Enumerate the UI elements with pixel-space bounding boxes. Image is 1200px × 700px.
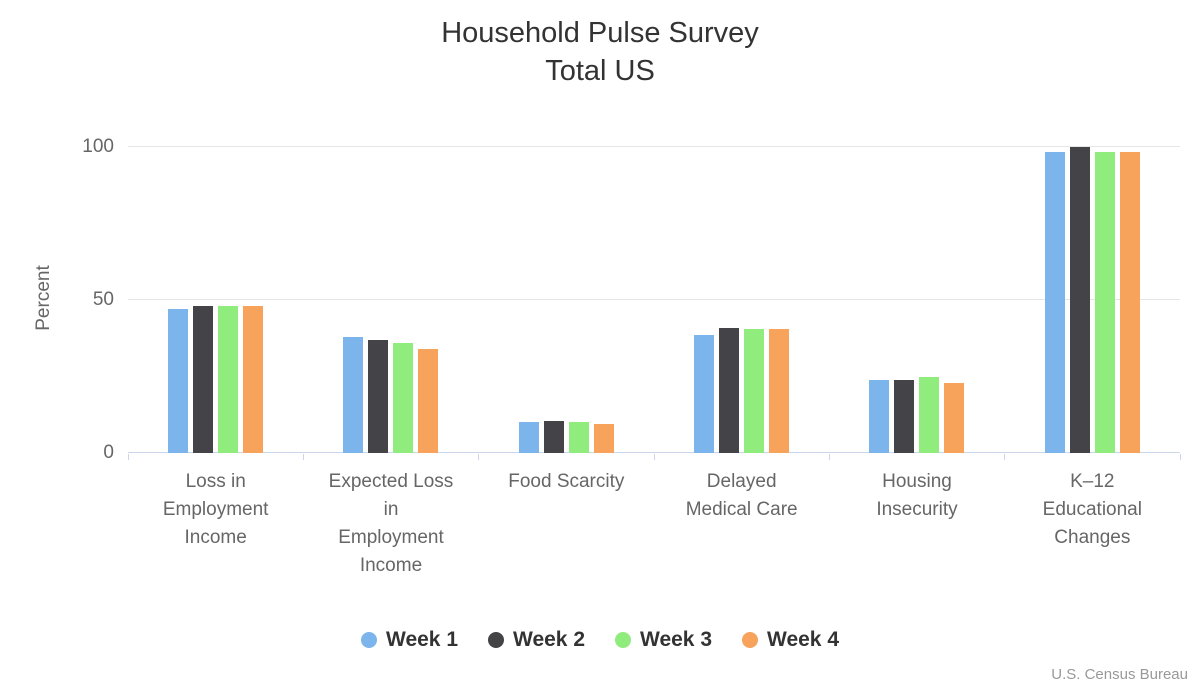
x-label-loss-in-employment-income: Loss in Employment Income — [162, 471, 269, 548]
bar-week-3-expected-loss-in-employment-income[interactable] — [393, 342, 414, 453]
legend: Week 1 Week 2 Week 3 Week 4 — [0, 622, 1200, 658]
bar-week-4-k-12-educational-changes[interactable] — [1119, 151, 1140, 453]
legend-marker-week-3 — [615, 632, 631, 648]
bar-week-1-food-scarcity[interactable] — [518, 422, 539, 453]
plot-area: 0 50 100 — [82, 136, 1181, 463]
legend-item-week-2[interactable]: Week 2 — [488, 628, 585, 652]
gridline-100 — [128, 146, 1180, 147]
bar-week-1-k-12-educational-changes[interactable] — [1044, 151, 1065, 453]
chart-title: Household Pulse Survey Total US — [0, 14, 1200, 90]
bar-week-2-delayed-medical-care[interactable] — [719, 327, 740, 453]
legend-item-week-4[interactable]: Week 4 — [742, 628, 839, 652]
y-tick-label-50: 50 — [92, 289, 114, 310]
bar-week-4-expected-loss-in-employment-income[interactable] — [418, 348, 439, 453]
x-label-housing-insecurity: Housing Insecurity — [876, 471, 958, 520]
bar-group-delayed-medical-care — [654, 147, 829, 453]
bar-week-3-delayed-medical-care[interactable] — [744, 329, 765, 453]
legend-marker-week-1 — [361, 632, 377, 648]
bar-week-4-delayed-medical-care[interactable] — [769, 329, 790, 453]
bar-week-4-loss-in-employment-income[interactable] — [243, 306, 264, 453]
x-axis-tick — [1004, 454, 1006, 460]
bar-week-2-food-scarcity[interactable] — [543, 420, 564, 453]
bar-week-1-expected-loss-in-employment-income[interactable] — [343, 336, 364, 453]
bar-week-2-loss-in-employment-income[interactable] — [193, 306, 214, 453]
x-label-k-12-educational-changes: K–12 Educational Changes — [1042, 471, 1142, 548]
bar-group-food-scarcity — [479, 147, 654, 453]
legend-marker-week-2 — [488, 632, 504, 648]
bar-group-housing-insecurity — [829, 147, 1004, 453]
bar-week-1-loss-in-employment-income[interactable] — [168, 309, 189, 453]
x-label-expected-loss-in-employment-income: Expected Loss in Employment Income — [328, 471, 454, 576]
bar-group-k-12-educational-changes — [1005, 147, 1180, 453]
legend-item-week-3[interactable]: Week 3 — [615, 628, 712, 652]
x-axis-tick — [1179, 454, 1181, 460]
bar-week-1-delayed-medical-care[interactable] — [694, 335, 715, 453]
bar-week-3-housing-insecurity[interactable] — [919, 376, 940, 453]
legend-marker-week-4 — [742, 632, 758, 648]
x-label-food-scarcity: Food Scarcity — [508, 471, 625, 492]
bar-week-3-loss-in-employment-income[interactable] — [218, 306, 239, 453]
legend-label-week-3: Week 3 — [640, 628, 712, 651]
bar-group-expected-loss-in-employment-income — [303, 147, 478, 453]
bar-group-loss-in-employment-income — [128, 147, 303, 453]
bar-week-2-expected-loss-in-employment-income[interactable] — [368, 339, 389, 453]
x-axis-tick — [478, 454, 480, 460]
x-axis-labels: Loss in Employment Income Expected Loss i… — [128, 468, 1180, 598]
legend-label-week-2: Week 2 — [513, 628, 585, 651]
x-axis-tick — [828, 454, 830, 460]
x-axis-tick — [653, 454, 655, 460]
gridline-50 — [128, 299, 1180, 300]
bar-week-1-housing-insecurity[interactable] — [869, 379, 890, 453]
legend-label-week-4: Week 4 — [767, 628, 839, 651]
legend-item-week-1[interactable]: Week 1 — [361, 628, 458, 652]
chart-title-line2: Total US — [545, 55, 655, 87]
y-tick-label-0: 0 — [103, 442, 114, 463]
x-axis-line — [128, 452, 1180, 453]
y-tick-label-100: 100 — [82, 136, 114, 157]
bar-week-3-k-12-educational-changes[interactable] — [1094, 151, 1115, 453]
bar-week-4-housing-insecurity[interactable] — [944, 382, 965, 453]
chart-title-line1: Household Pulse Survey — [441, 17, 759, 49]
bar-week-2-k-12-educational-changes[interactable] — [1069, 147, 1090, 453]
credits-link[interactable]: U.S. Census Bureau — [1051, 666, 1188, 683]
bar-week-2-housing-insecurity[interactable] — [894, 379, 915, 453]
x-axis-tick — [302, 454, 304, 460]
legend-label-week-1: Week 1 — [386, 628, 458, 651]
bar-week-4-food-scarcity[interactable] — [593, 423, 614, 453]
x-axis-tick — [127, 454, 129, 460]
y-axis-title: Percent — [33, 265, 54, 331]
bar-week-3-food-scarcity[interactable] — [568, 422, 589, 453]
x-label-delayed-medical-care: Delayed Medical Care — [685, 471, 798, 520]
